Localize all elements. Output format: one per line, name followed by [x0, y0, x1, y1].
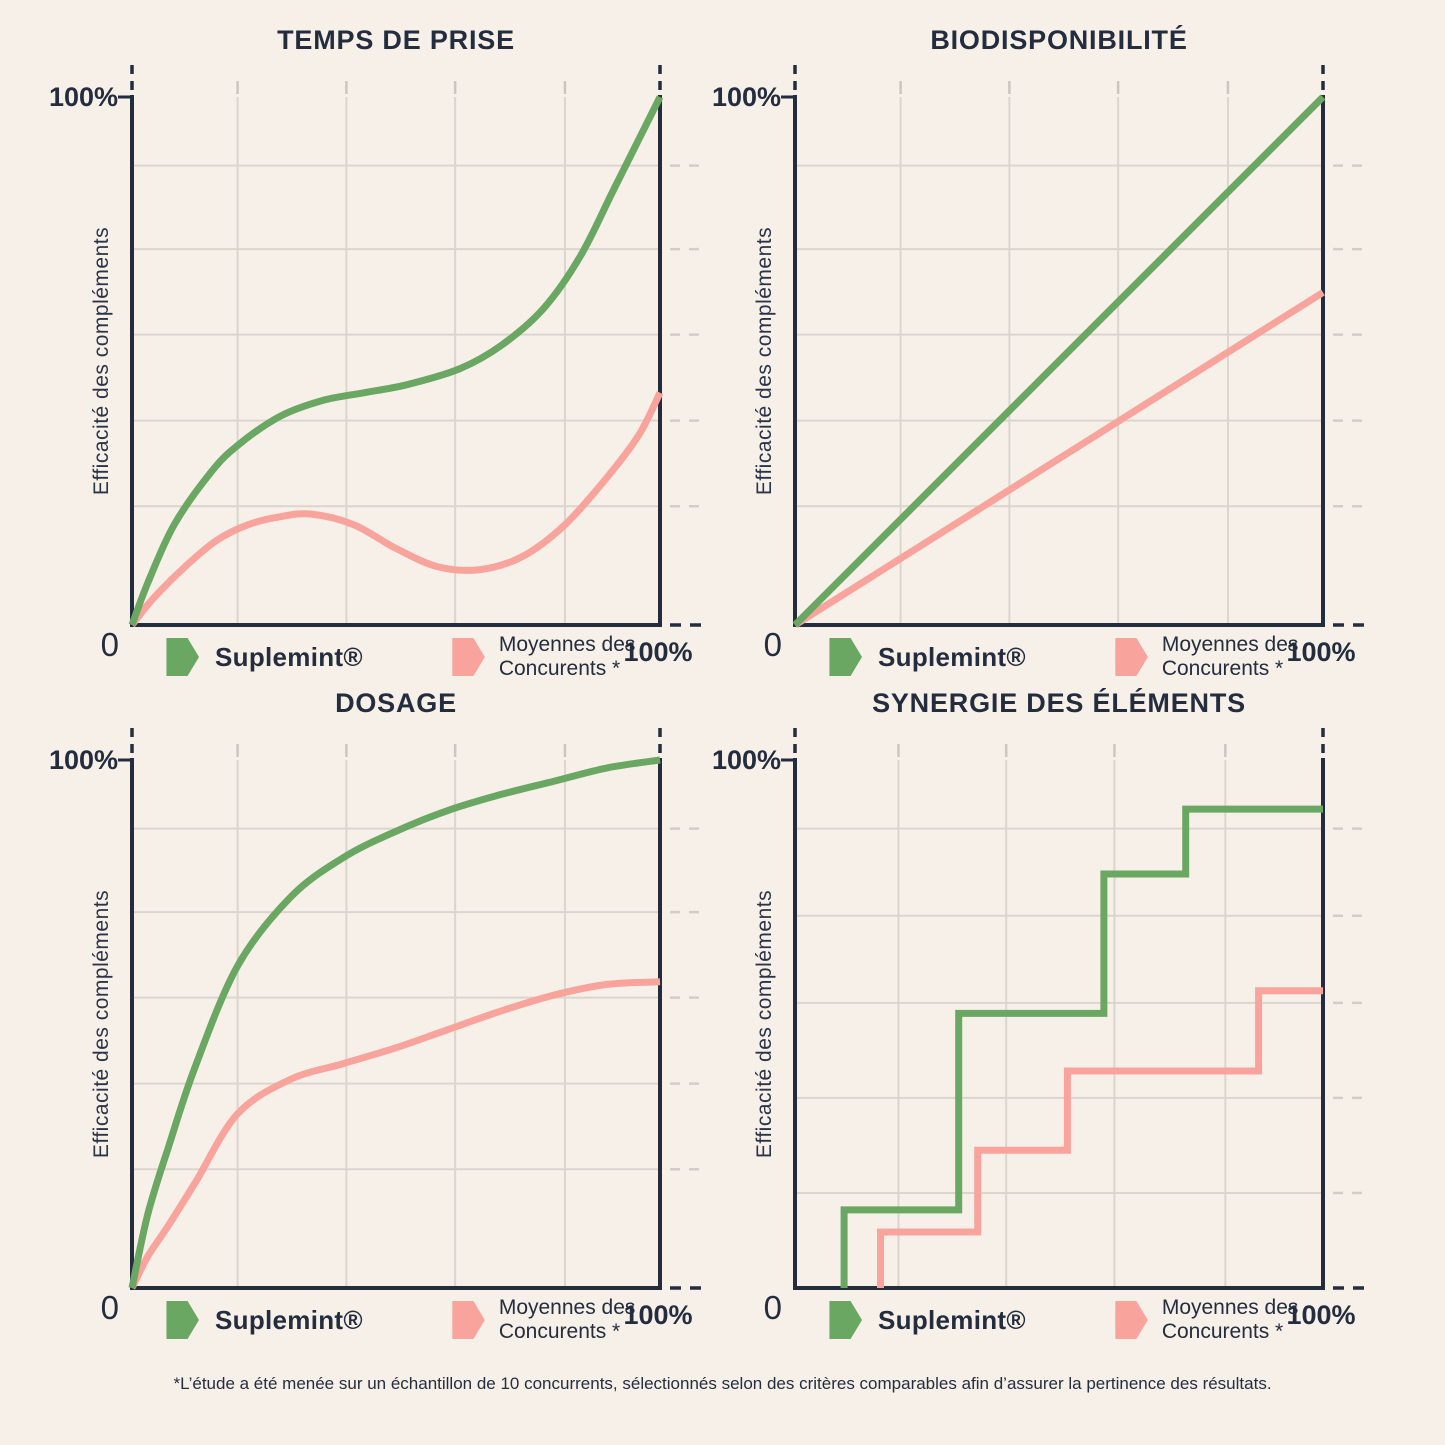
- plot-area: 100% 0 100% Efficacité des compléments Supl…: [22, 720, 712, 1348]
- origin-label: 0: [764, 1289, 782, 1326]
- x-max-label: 100%: [1286, 1300, 1355, 1330]
- series-line-suplemint: [128, 95, 664, 627]
- legend-competitors-line2: Concurents *: [498, 1320, 621, 1343]
- competitors-hexagon-icon: [452, 1301, 485, 1339]
- series-line-competitors: [793, 289, 1325, 628]
- x-max-label: 100%: [623, 637, 692, 667]
- y-max-label: 100%: [712, 745, 781, 775]
- suplemint-hexagon-icon: [829, 1301, 862, 1339]
- suplemint-hexagon-icon: [166, 638, 199, 676]
- chart-title: BIODISPONIBILITÉ: [930, 25, 1188, 55]
- y-axis-title: Efficacité des compléments: [90, 227, 113, 495]
- legend-competitors-line1: Moyennes des: [498, 1295, 636, 1319]
- x-max-label: 100%: [1286, 637, 1355, 667]
- suplemint-hexagon-icon: [829, 638, 862, 676]
- legend: Suplemint® Moyennes des Concurents *: [155, 633, 636, 681]
- legend-competitors-label: Moyennes des Concurents *: [499, 633, 636, 681]
- legend: Suplemint® Moyennes des Concurents *: [155, 1296, 636, 1344]
- legend-competitors-label: Moyennes des Concurents *: [499, 1296, 636, 1344]
- chart-title: SYNERGIE DES ÉLÉMENTS: [872, 688, 1246, 718]
- plot-area: 100% 0 100% Efficacité des compléments Supl…: [685, 57, 1375, 685]
- suplemint-hexagon-icon: [166, 1301, 199, 1339]
- y-max-label: 100%: [712, 82, 781, 112]
- origin-label: 0: [764, 626, 782, 663]
- y-axis-title: Efficacité des compléments: [753, 890, 776, 1158]
- legend: Suplemint® Moyennes des Concurents *: [818, 1296, 1299, 1344]
- legend-competitors-line2: Concurents *: [1161, 657, 1284, 680]
- chart-canvas: 100% 0 100% Efficacité des compléments: [712, 65, 1369, 667]
- chart-canvas: 100% 0 100% Efficacité des compléments: [712, 728, 1369, 1330]
- legend-competitors-label: Moyennes des Concurents *: [1162, 633, 1299, 681]
- chart-canvas: 100% 0 100% Efficacité des compléments: [49, 728, 706, 1330]
- chart-canvas: 100% 0 100% Efficacité des compléments: [49, 65, 706, 667]
- y-axis-title: Efficacité des compléments: [90, 890, 113, 1158]
- plot-area: 100% 0 100% Efficacité des compléments Supl…: [22, 57, 712, 685]
- legend-suplemint-label: Suplemint®: [878, 641, 1026, 672]
- competitors-hexagon-icon: [1115, 1301, 1148, 1339]
- chart-biodisponibilite: BIODISPONIBILITÉ 100% 0 100% Efficacité des…: [685, 23, 1375, 685]
- y-max-label: 100%: [49, 745, 118, 775]
- legend: Suplemint® Moyennes des Concurents *: [818, 633, 1299, 681]
- chart-synergie-des-elements: SYNERGIE DES ÉLÉMENTS 100% 0 100% Efficacit…: [685, 686, 1375, 1348]
- legend-competitors-line2: Concurents *: [1161, 1320, 1284, 1343]
- legend-suplemint-label: Suplemint®: [878, 1304, 1026, 1335]
- legend-suplemint-label: Suplemint®: [215, 641, 363, 672]
- plot-area: 100% 0 100% Efficacité des compléments Supl…: [685, 720, 1375, 1348]
- chart-dosage: DOSAGE 100% 0 100% Efficacité des complémen…: [22, 686, 712, 1348]
- competitors-hexagon-icon: [1115, 638, 1148, 676]
- legend-competitors-label: Moyennes des Concurents *: [1162, 1296, 1299, 1344]
- chart-temps-de-prise: TEMPS DE PRISE 100% 0 100% Efficacité des c…: [22, 23, 712, 685]
- x-max-label: 100%: [623, 1300, 692, 1330]
- series-line-suplemint: [128, 756, 661, 1289]
- series-line-competitors: [128, 978, 661, 1290]
- legend-competitors-line1: Moyennes des: [1161, 1295, 1299, 1319]
- series-line-competitors: [129, 391, 664, 628]
- origin-label: 0: [101, 1289, 119, 1326]
- chart-title: DOSAGE: [335, 688, 457, 718]
- legend-competitors-line1: Moyennes des: [498, 632, 636, 656]
- competitors-hexagon-icon: [452, 638, 485, 676]
- series-line-suplemint: [840, 805, 1323, 1288]
- y-axis-title: Efficacité des compléments: [753, 227, 776, 495]
- origin-label: 0: [101, 626, 119, 663]
- y-max-label: 100%: [49, 82, 118, 112]
- series-line-suplemint: [792, 94, 1326, 628]
- legend-competitors-line2: Concurents *: [498, 657, 621, 680]
- chart-title: TEMPS DE PRISE: [277, 25, 515, 55]
- legend-competitors-line1: Moyennes des: [1161, 632, 1299, 656]
- legend-suplemint-label: Suplemint®: [215, 1304, 363, 1335]
- series-line-competitors: [877, 987, 1323, 1288]
- study-footnote: *L’étude a été menée sur un échantillon …: [173, 1374, 1272, 1393]
